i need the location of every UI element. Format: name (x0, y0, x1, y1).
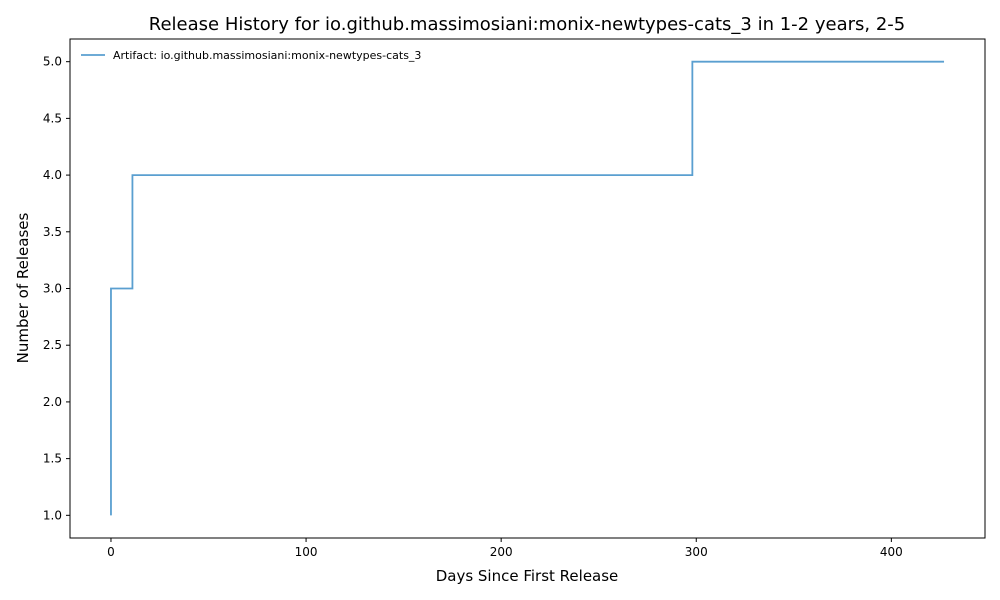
x-tick-label: 200 (490, 545, 513, 559)
y-tick-label: 5.0 (43, 55, 62, 69)
series-layer (110, 60, 945, 516)
y-tick-label: 4.5 (43, 111, 62, 125)
y-tick-label: 2.0 (43, 395, 62, 409)
y-tick-label: 1.0 (43, 508, 62, 522)
x-axis: 0 100 200 300 400 (107, 538, 903, 559)
y-axis-label: Number of Releases (14, 212, 32, 363)
y-tick-label: 3.0 (43, 282, 62, 296)
legend-entry-label: Artifact: io.github.massimosiani:monix-n… (113, 49, 421, 62)
x-tick-label: 100 (295, 545, 318, 559)
y-tick-label: 2.5 (43, 338, 62, 352)
plot-frame (69, 38, 986, 539)
y-axis: 1.0 1.5 2.0 2.5 3.0 3.5 4.0 4.5 5.0 (43, 55, 70, 522)
x-tick-label: 300 (685, 545, 708, 559)
x-tick-label: 400 (880, 545, 903, 559)
chart-title: Release History for io.github.massimosia… (149, 14, 905, 35)
series-line (110, 60, 945, 516)
y-tick-label: 1.5 (43, 452, 62, 466)
legend: Artifact: io.github.massimosiani:monix-n… (81, 49, 421, 62)
x-tick-label: 0 (107, 545, 115, 559)
y-tick-label: 3.5 (43, 225, 62, 239)
y-tick-label: 4.0 (43, 168, 62, 182)
x-axis-label: Days Since First Release (436, 567, 619, 585)
